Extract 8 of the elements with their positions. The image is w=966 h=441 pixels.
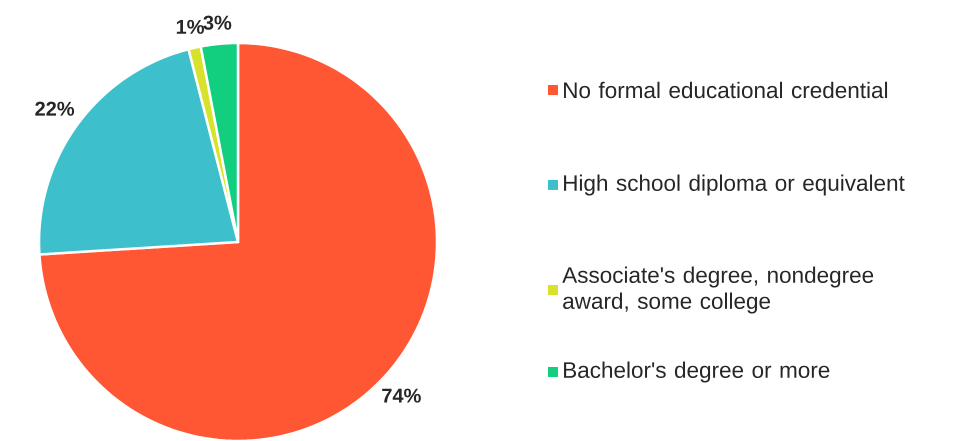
data-label: 74%: [382, 388, 421, 403]
legend-label: Associate's degree, nondegree award, some college: [562, 266, 874, 314]
data-label: 1%: [176, 20, 204, 34]
data-label: 3%: [203, 16, 232, 30]
legend-label: Bachelor's degree or more: [564, 362, 830, 382]
data-label: 22%: [35, 102, 74, 116]
legend-label: No formal educational credential: [564, 82, 888, 98]
legend-label: High school diploma or equivalent: [564, 174, 905, 196]
